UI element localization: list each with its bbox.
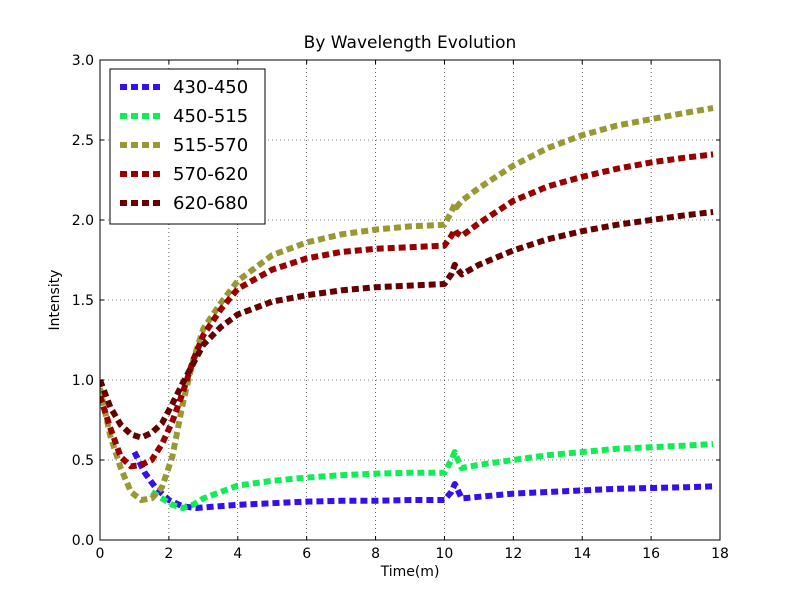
x-tick-label: 6 xyxy=(302,546,311,562)
legend-entry-620-680: 620-680 xyxy=(173,193,248,214)
x-tick-label: 10 xyxy=(436,546,454,562)
y-tick-label: 2.5 xyxy=(72,133,94,149)
y-tick-label: 3.0 xyxy=(72,53,94,69)
x-tick-label: 16 xyxy=(642,546,660,562)
chart-title: By Wavelength Evolution xyxy=(304,33,517,53)
x-tick-label: 14 xyxy=(573,546,591,562)
series-clip-group xyxy=(100,105,714,511)
legend-entry-450-515: 450-515 xyxy=(173,106,248,127)
x-tick-label: 4 xyxy=(233,546,242,562)
series-layer xyxy=(100,105,714,511)
y-tick-label: 0.0 xyxy=(72,533,94,549)
legend-entry-515-570: 515-570 xyxy=(173,135,248,156)
x-tick-label: 8 xyxy=(371,546,380,562)
y-tick-label: 1.5 xyxy=(72,293,94,309)
legend-entry-570-620: 570-620 xyxy=(173,164,248,185)
y-tick-label: 2.0 xyxy=(72,213,94,229)
series-line-620-680 xyxy=(100,209,714,441)
y-axis-label: Intensity xyxy=(47,270,63,331)
legend: 430-450 450-515 515-570 570-620 620-680 xyxy=(109,68,266,225)
x-axis-label: Time(m) xyxy=(380,564,440,580)
series-line-450-515 xyxy=(150,441,714,511)
legend-entry-430-450: 430-450 xyxy=(173,77,248,98)
series-line-570-620 xyxy=(100,151,714,470)
y-tick-label: 0.5 xyxy=(72,453,94,469)
y-tick-label: 1.0 xyxy=(72,373,94,389)
x-tick-label: 0 xyxy=(96,546,105,562)
x-tick-label: 12 xyxy=(504,546,522,562)
axis-ticks: 0 2 4 6 8 10 12 14 16 18 0.0 0.5 1.0 1.5 2.0 2.5 3.0 xyxy=(72,53,729,562)
x-tick-label: 2 xyxy=(164,546,173,562)
series-line-515-570 xyxy=(100,105,714,503)
x-tick-label: 18 xyxy=(711,546,729,562)
